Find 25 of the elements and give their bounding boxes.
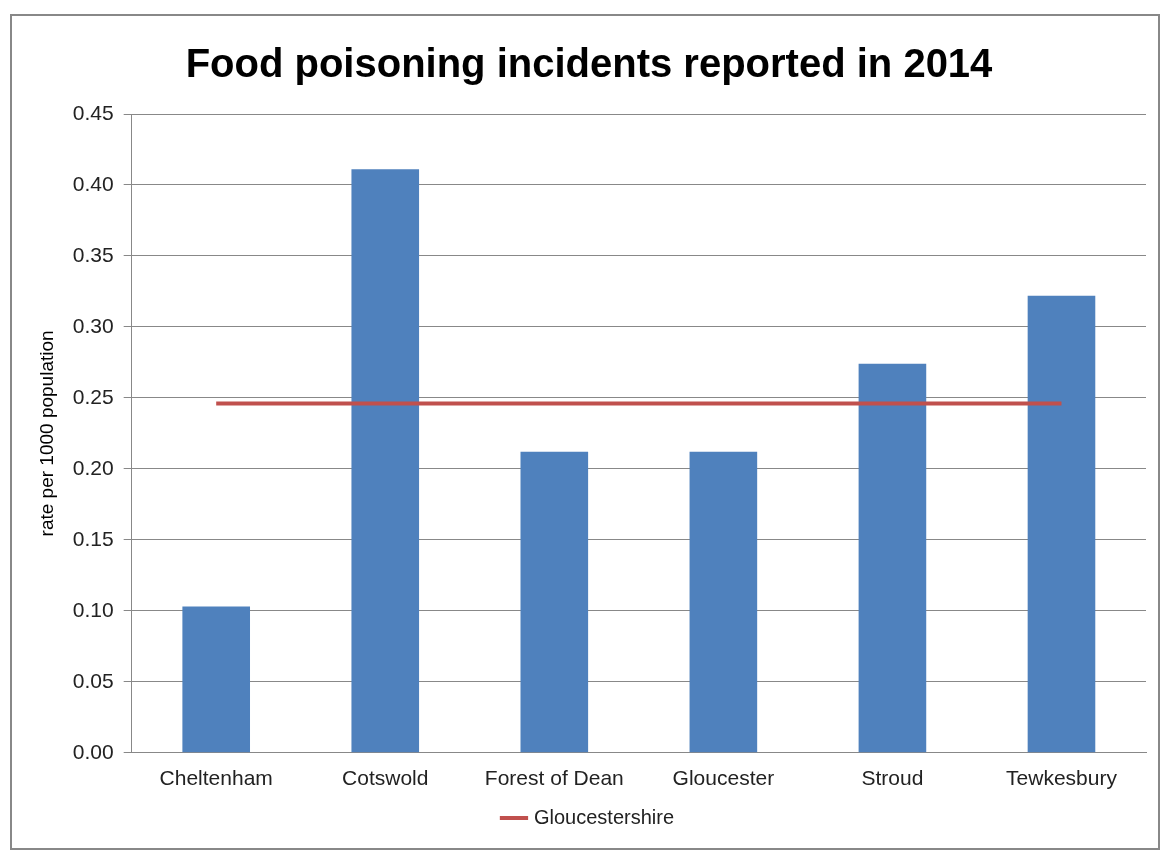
y-tick-label: 0.10: [72, 597, 114, 621]
x-tick-label: Stroud: [861, 766, 924, 790]
y-tick-label: 0.15: [72, 526, 114, 550]
x-tick-label: Cotswold: [342, 766, 429, 790]
y-tick-label: 0.40: [72, 171, 114, 195]
y-tick-label: 0.00: [72, 739, 114, 763]
y-tick-label: 0.30: [72, 313, 114, 337]
y-axis-title: rate per 1000 population: [35, 330, 57, 537]
bar: [520, 451, 589, 753]
bar: [858, 363, 927, 753]
x-tick-label: Gloucester: [672, 766, 775, 790]
bar: [689, 451, 758, 753]
y-tick-label: 0.45: [72, 100, 114, 124]
x-tick-label: Forest of Dean: [484, 766, 624, 790]
y-tick-label: 0.35: [72, 242, 114, 266]
chart-title: Food poisoning incidents reported in 2014: [185, 41, 994, 86]
bar: [351, 169, 420, 753]
x-tick-label: Cheltenham: [159, 766, 273, 790]
x-tick-label: Tewkesbury: [1006, 766, 1118, 790]
bar: [1027, 295, 1096, 753]
y-tick-label: 0.25: [72, 384, 114, 408]
bar: [182, 606, 251, 753]
y-tick-label: 0.20: [72, 455, 114, 479]
legend-label: Gloucestershire: [533, 805, 675, 828]
y-tick-label: 0.05: [72, 668, 114, 692]
